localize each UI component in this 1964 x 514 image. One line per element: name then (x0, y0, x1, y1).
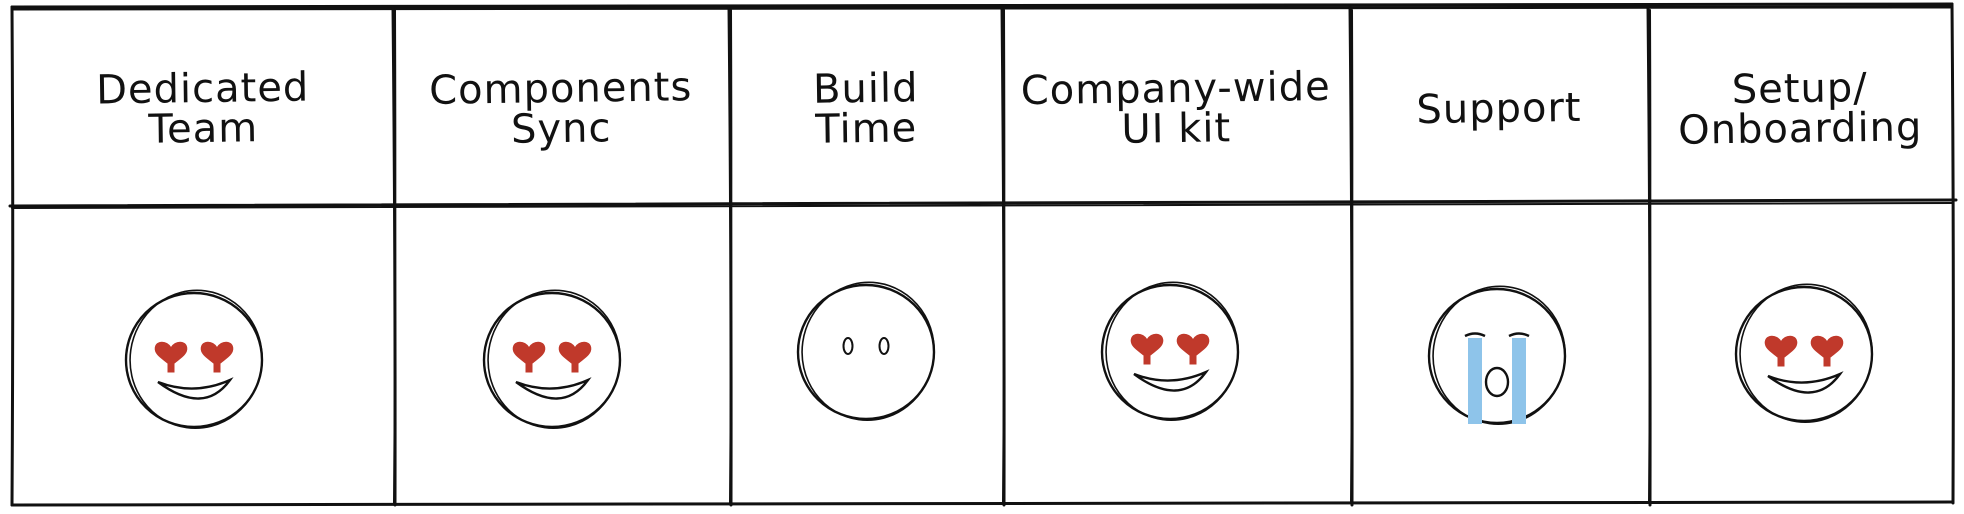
column-divider-pass-0 (393, 9, 397, 504)
face-outline-pass (1739, 283, 1873, 424)
face-outline-pass (129, 289, 263, 430)
smile-mouth (157, 377, 234, 400)
face-outline-pass (1105, 281, 1239, 422)
face-outline (1100, 283, 1240, 421)
heart-eye-icon (558, 341, 592, 368)
column-header-components-sync: Components Sync (428, 63, 693, 153)
emoji-face-dedicated-team (124, 289, 264, 430)
heart-eye-icon (1130, 333, 1164, 360)
face-outline-pass (801, 281, 935, 422)
face-outline-pass (1432, 285, 1566, 426)
closed-eye-icon (1508, 332, 1530, 338)
heart-eye-stem (1143, 356, 1151, 365)
heart-eye-stem (1823, 358, 1831, 367)
eye-icon (842, 337, 854, 355)
heart-eye-icon (1176, 333, 1210, 360)
tear-stream-icon (1468, 338, 1482, 424)
face-outline (1427, 287, 1567, 425)
heart-eye-icon (512, 341, 546, 368)
emoji-face-support (1427, 285, 1567, 426)
column-header-support: Support (1416, 84, 1582, 133)
face-outline (1734, 285, 1874, 423)
column-header-company-wide-ui-kit: Company-wide UI kit (1020, 63, 1331, 153)
header-divider (8, 198, 1958, 208)
table-border-bottom (10, 500, 1954, 507)
face-outline (124, 291, 264, 429)
closed-eye-icon (1464, 332, 1486, 338)
header-divider-pass (11, 202, 1953, 209)
face-outline (482, 291, 622, 429)
emoji-face-company-wide-ui-kit (1100, 281, 1240, 422)
heart-eye-stem (1189, 356, 1197, 365)
emoji-face-setup-onboarding (1734, 283, 1874, 424)
heart-eye-stem (213, 364, 221, 373)
column-divider-pass-2 (1002, 9, 1006, 504)
face-outline (796, 283, 936, 421)
heart-eye-stem (1777, 358, 1785, 367)
column-divider-pass-4 (1648, 9, 1652, 504)
heart-eye-stem (167, 364, 175, 373)
table-border-right (1950, 2, 1955, 505)
table-border-top (10, 2, 1954, 9)
smile-mouth (1767, 371, 1844, 394)
tear-stream-icon (1512, 338, 1526, 424)
emoji-face-build-time (796, 281, 936, 422)
heart-eye-stem (571, 364, 579, 373)
smile-mouth (1133, 369, 1210, 392)
heart-eye-icon (154, 341, 188, 368)
open-mouth (1484, 366, 1510, 398)
column-header-dedicated-team: Dedicated Team (95, 64, 310, 153)
smile-mouth (515, 377, 592, 400)
eye-icon (878, 337, 890, 355)
heart-eye-icon (1810, 335, 1844, 362)
table-border-left (10, 5, 15, 507)
heart-eye-stem (525, 364, 533, 373)
heart-eye-icon (200, 341, 234, 368)
emoji-face-components-sync (482, 289, 622, 430)
face-outline-pass (487, 289, 621, 430)
column-divider-pass-3 (1350, 9, 1354, 504)
heart-eye-icon (1764, 335, 1798, 362)
column-header-setup-onboarding: Setup/ Onboarding (1677, 64, 1923, 154)
column-divider-pass-1 (729, 9, 733, 504)
table-border-top-pass (11, 5, 1952, 11)
column-header-build-time: Build Time (812, 64, 919, 153)
